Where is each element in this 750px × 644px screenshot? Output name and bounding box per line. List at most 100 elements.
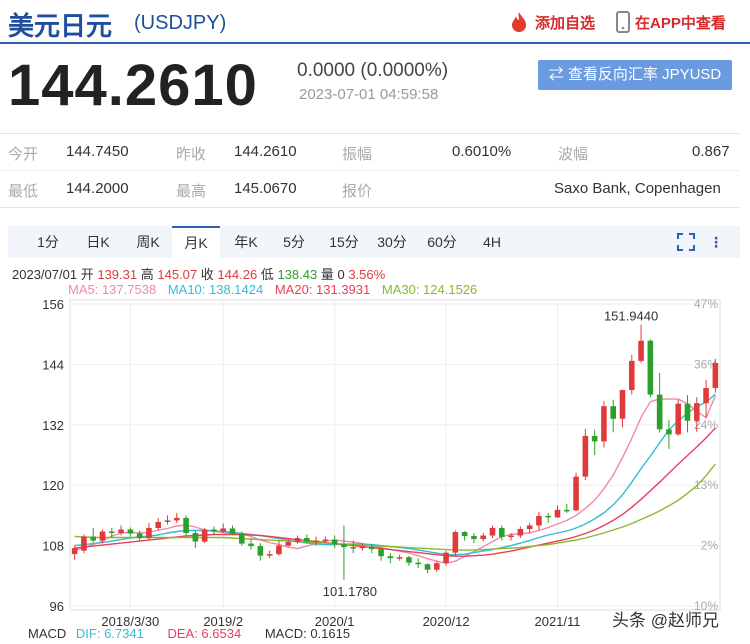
tab-5min[interactable]: 5分 — [283, 234, 305, 250]
candle-body — [443, 552, 449, 564]
instrument-title: 美元日元 — [8, 11, 113, 41]
candle-body — [601, 406, 607, 442]
tab-daily-k[interactable]: 日K — [86, 234, 110, 250]
tab-1min[interactable]: 1分 — [37, 234, 59, 250]
x-tick-label: 2020/1 — [315, 614, 355, 629]
candle-body — [211, 529, 217, 532]
tab-15min[interactable]: 15分 — [329, 234, 359, 250]
open-app-label: 在APP中查看 — [635, 14, 726, 32]
candle-body — [183, 517, 189, 534]
candle-body — [229, 528, 236, 534]
candle-body — [508, 535, 514, 538]
candle-body — [526, 525, 533, 529]
tab-monthly-k[interactable]: 月K — [172, 226, 220, 258]
candle-body — [164, 520, 171, 522]
price-change: 0.0000 (0.0000%) — [297, 60, 449, 81]
candle-body — [146, 527, 152, 539]
candle-body — [248, 543, 254, 547]
ma-line-ma30 — [74, 463, 716, 551]
more-menu-icon[interactable]: ⋮ — [709, 234, 723, 250]
candle-body — [387, 556, 394, 559]
open-app-button[interactable]: 在APP中查看 — [616, 11, 726, 37]
x-tick-label: 2020/12 — [423, 614, 470, 629]
tab-4h[interactable]: 4H — [483, 234, 501, 250]
add-watchlist-button[interactable]: 添加自选 — [508, 11, 595, 37]
stat-value-amplitude: 0.6010% — [452, 143, 512, 160]
macd-dea: DEA: 6.6534 — [167, 626, 242, 641]
fullscreen-icon[interactable] — [674, 226, 698, 258]
candle-body — [127, 529, 134, 534]
stat-value-open: 144.7450 — [66, 143, 129, 160]
candle-body — [201, 529, 208, 542]
candle-body — [406, 557, 412, 563]
candle-body — [192, 533, 199, 542]
stat-value-quote-source: Saxo Bank, Copenhagen — [554, 180, 721, 197]
candle-body — [220, 528, 227, 532]
stat-value-high: 145.0670 — [234, 180, 297, 197]
ohlc-high: 145.07 — [157, 267, 198, 282]
candle-body — [619, 390, 626, 419]
candle-body — [554, 509, 561, 518]
ohlc-info: 2023/07/01 开 139.31 高 145.07 收 144.26 低 … — [12, 264, 385, 283]
pct-tick-label: 36% — [694, 357, 718, 371]
candle-body — [378, 549, 384, 557]
y-tick-label: 144 — [42, 357, 64, 372]
candle-body — [90, 536, 97, 541]
tab-yearly-k[interactable]: 年K — [234, 234, 258, 250]
macd-legend: MACD DIF: 6.7341 DEA: 6.6534 MACD: 0.161… — [28, 626, 350, 641]
candle-body — [341, 544, 347, 548]
pct-tick-label: 10% — [694, 599, 718, 613]
candle-body — [266, 554, 273, 556]
x-tick-label: 2021/11 — [534, 614, 580, 629]
candle-body — [108, 531, 115, 534]
ma30-legend: MA30: 124.1526 — [381, 282, 478, 297]
candle-body — [461, 532, 468, 537]
tab-weekly-k[interactable]: 周K — [136, 234, 160, 250]
candle-body — [536, 515, 542, 526]
stat-value-range: 0.867 — [692, 143, 730, 160]
candle-body — [656, 394, 663, 430]
candle-body — [81, 536, 87, 551]
tab-30min[interactable]: 30分 — [377, 234, 407, 250]
candle-body — [368, 546, 375, 550]
ohlc-change-pct: 3.56% — [348, 267, 386, 282]
candle-body — [712, 362, 719, 389]
ohlc-low: 138.43 — [277, 267, 318, 282]
header: 美元日元 (USDJPY) 添加自选 在APP中查看 — [0, 0, 750, 44]
stat-label-low: 最低 — [8, 183, 39, 200]
candle-body — [517, 528, 524, 536]
candle-body — [415, 562, 422, 565]
candle-body — [573, 476, 579, 511]
watermark: 头条 @赵师兄 — [612, 611, 719, 630]
ma5-legend: MA5: 137.7538 — [68, 282, 157, 297]
ohlc-date: 2023/07/01 — [12, 267, 78, 282]
reverse-rate-button[interactable]: ⇄ 查看反向汇率 JPYUSD — [538, 60, 732, 90]
candle-body — [489, 527, 496, 536]
macd-label: MACD — [28, 626, 67, 641]
candle-body — [322, 539, 329, 542]
stat-label-open: 今开 — [8, 146, 39, 163]
macd-value: MACD: 0.1615 — [264, 626, 351, 641]
candle-body — [350, 547, 357, 549]
stat-value-prev-close: 144.2610 — [234, 143, 297, 160]
candle-body — [563, 509, 570, 512]
ma-legend: MA5: 137.7538 MA10: 138.1424 MA20: 131.3… — [68, 282, 485, 297]
ohlc-volume-label: 量 — [320, 267, 334, 282]
period-tabs: 1分 日K 周K 月K 年K 5分 15分 30分 60分 4H ⋮ — [8, 226, 740, 258]
tab-60min[interactable]: 60分 — [427, 234, 457, 250]
ohlc-close-label: 收 — [200, 267, 214, 282]
y-tick-label: 120 — [42, 478, 64, 493]
candle-body — [666, 429, 672, 435]
candle-body — [276, 545, 282, 555]
candle-body — [118, 529, 124, 534]
candle-body — [480, 535, 487, 540]
candle-body — [359, 546, 366, 549]
candle-body — [396, 557, 403, 559]
candle-body — [136, 533, 143, 539]
plot-frame — [69, 299, 721, 611]
ma-line-ma10 — [74, 393, 716, 556]
macd-dif: DIF: 6.7341 — [75, 626, 144, 641]
swap-icon: ⇄ — [548, 66, 568, 83]
ohlc-close: 144.26 — [217, 267, 258, 282]
stats-table: 今开 144.7450 昨收 144.2610 振幅 0.6010% 波幅 0.… — [0, 133, 740, 208]
